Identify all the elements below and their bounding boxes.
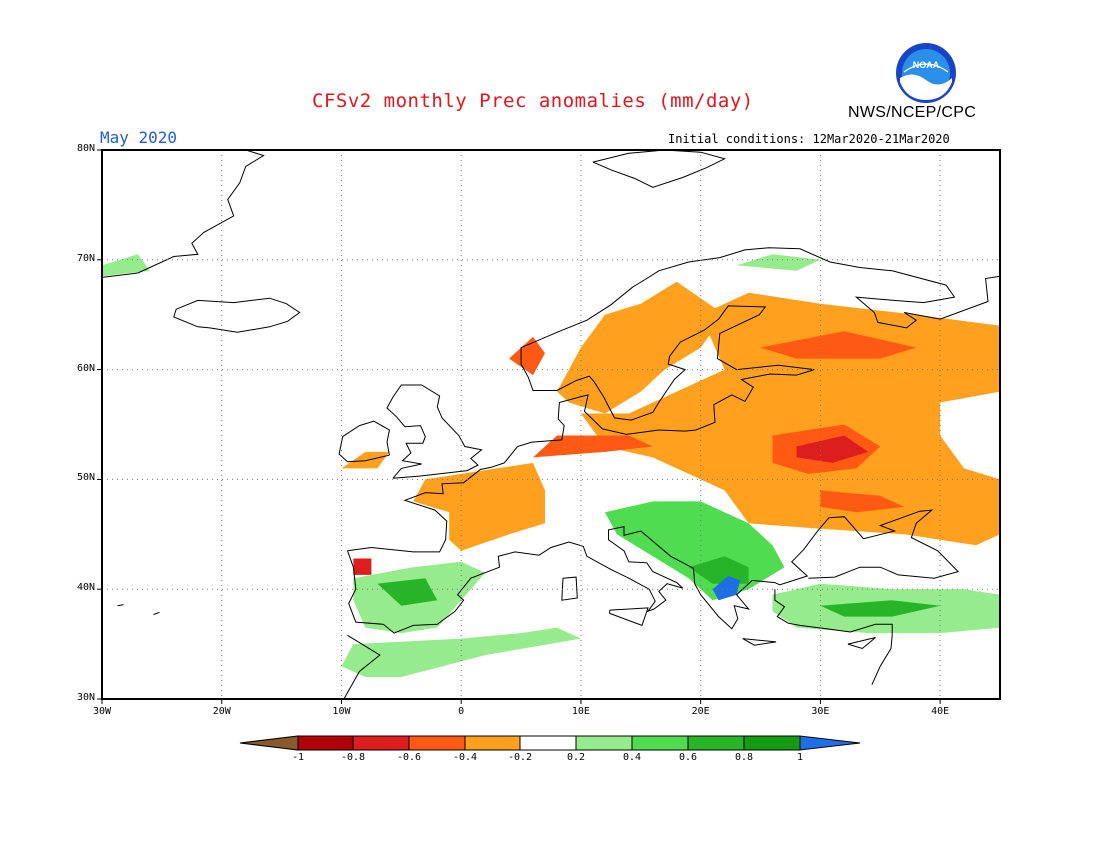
moderate-dry-ukraine	[820, 490, 905, 513]
moderate-dry-norway	[509, 336, 545, 376]
colorbar-swatch	[631, 735, 689, 751]
colorbar-label: 0.2	[566, 752, 586, 763]
coastline-iceland	[173, 297, 301, 333]
lon-label: 10E	[571, 706, 590, 717]
colorbar-swatch	[464, 735, 521, 751]
colorbar	[239, 735, 861, 751]
wet-region-north-africa	[341, 627, 581, 677]
wet-region-turkey-core	[820, 600, 941, 617]
coastline-morocco	[343, 634, 381, 700]
lon-label: 20W	[212, 706, 231, 717]
coastline-crete	[742, 638, 777, 646]
wet-region-lapland	[736, 254, 821, 271]
colorbar-label: -0.6	[396, 752, 422, 763]
colorbar-swatch	[408, 735, 466, 751]
colorbar-label: -1	[291, 752, 305, 763]
dry-region-france	[413, 462, 545, 551]
coastline-sardinia	[561, 576, 578, 601]
lon-label: 40E	[931, 706, 950, 717]
dry-region-scandinavia	[557, 281, 725, 414]
dry-region-galicia	[353, 558, 372, 575]
coastline-azores-1	[153, 611, 160, 615]
lat-label: 60N	[76, 362, 95, 374]
colorbar-label: -0.4	[452, 752, 478, 763]
coastline-azores-2	[117, 604, 124, 607]
coastline-great-britain	[386, 384, 483, 479]
anomaly-field	[102, 254, 1000, 677]
coastline-svalbard	[592, 149, 727, 188]
svg-text:NOAA: NOAA	[913, 60, 940, 70]
colorbar-swatch	[297, 735, 354, 751]
lat-label: 70N	[76, 252, 95, 264]
colorbar-label: -0.2	[507, 752, 533, 763]
colorbar-label: 0.4	[622, 752, 642, 763]
colorbar-label: -0.8	[340, 752, 366, 763]
agency-label: NWS/NCEP/CPC	[848, 104, 977, 121]
coastline-turkey-levant	[774, 589, 893, 685]
colorbar-swatch	[743, 735, 801, 751]
colorbar-swatch	[575, 735, 633, 751]
colorbar-label: 0.6	[678, 752, 698, 763]
wet-region-balkans-core	[688, 556, 749, 584]
initial-conditions: Initial conditions: 12Mar2020-21Mar2020	[668, 132, 950, 146]
lon-label: 30E	[811, 706, 830, 717]
lat-label: 30N	[76, 692, 95, 703]
lon-label: 30W	[92, 706, 112, 717]
coastlines	[101, 149, 1001, 700]
chart-title: CFSv2 monthly Prec anomalies (mm/day)	[312, 90, 754, 112]
colorbar-high-arrow	[799, 735, 861, 751]
colorbar-swatch	[519, 735, 577, 751]
wet-region-iberia-core	[377, 578, 438, 606]
very-wet-greece	[712, 576, 741, 601]
coastline-ireland	[338, 420, 390, 463]
colorbar-swatch	[687, 735, 745, 751]
coastline-cyprus	[847, 637, 876, 650]
coastline-northern-europe	[347, 247, 1001, 553]
lat-label: 80N	[76, 143, 95, 154]
lat-label: 40N	[76, 582, 95, 594]
moderate-dry-russia	[760, 331, 917, 359]
colorbar-label: 1	[796, 752, 804, 763]
coastline-mediterranean	[347, 509, 960, 634]
colorbar-low-arrow	[239, 735, 299, 751]
colorbar-swatch	[352, 735, 410, 751]
lon-label: 0	[458, 706, 465, 717]
map-frame	[101, 149, 1001, 700]
lon-label: 20E	[691, 706, 710, 717]
dry-region-ireland	[341, 451, 390, 469]
lon-label: 10W	[332, 706, 351, 717]
moderate-dry-germany	[533, 435, 653, 458]
colorbar-label: 0.8	[734, 752, 754, 763]
noaa-logo-icon: NOAA	[896, 43, 956, 103]
coastline-greenland	[101, 149, 265, 278]
lat-label: 50N	[76, 472, 95, 484]
coastline-sicily	[609, 607, 649, 627]
wet-region-greenland	[102, 254, 150, 277]
forecast-month: May 2020	[100, 128, 178, 147]
strong-dry-belarus	[796, 435, 869, 463]
